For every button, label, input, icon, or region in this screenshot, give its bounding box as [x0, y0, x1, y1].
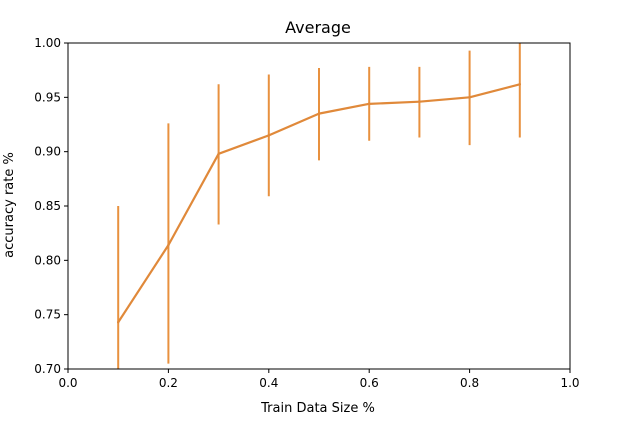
data-point	[167, 243, 170, 247]
chart-title: Average	[285, 18, 351, 37]
series-line-segment	[418, 96, 471, 103]
x-tick-label: 0.8	[460, 376, 479, 390]
x-axis-label: Train Data Size %	[260, 401, 375, 416]
series-line-segment	[368, 100, 421, 105]
series-line-segment	[468, 83, 521, 99]
y-tick-label: 1.00	[34, 36, 61, 50]
data-point	[317, 112, 321, 115]
data-point	[368, 102, 371, 106]
data-point	[518, 83, 521, 86]
series-line-segment	[317, 102, 371, 115]
x-tick-label: 0.4	[259, 376, 278, 390]
plot-area	[117, 43, 521, 369]
data-point	[117, 321, 120, 324]
y-tick-label: 0.75	[34, 308, 61, 322]
data-point	[267, 134, 270, 137]
data-point	[217, 152, 220, 156]
y-tick-label: 0.95	[34, 90, 61, 104]
series-line-segment	[267, 112, 321, 137]
y-tick-label: 0.70	[34, 362, 61, 376]
series-line-segment	[217, 134, 270, 155]
x-tick-label: 1.0	[560, 376, 579, 390]
data-point	[468, 96, 471, 99]
y-axis-label: accuracy rate %	[2, 152, 17, 258]
data-point	[418, 100, 421, 103]
x-tick-label: 0.6	[360, 376, 379, 390]
x-tick-label: 0.0	[58, 376, 77, 390]
y-axis: 0.70 0.75 0.80 0.85 0.90 0.95 1.00	[34, 36, 68, 376]
series-line-segment	[117, 244, 170, 324]
y-tick-label: 0.85	[34, 199, 61, 213]
y-tick-label: 0.80	[34, 253, 61, 267]
x-tick-label: 0.2	[159, 376, 178, 390]
series-line-segment	[167, 152, 220, 247]
x-axis: 0.0 0.2 0.4 0.6 0.8 1.0	[58, 369, 580, 390]
y-tick-label: 0.90	[34, 145, 61, 159]
